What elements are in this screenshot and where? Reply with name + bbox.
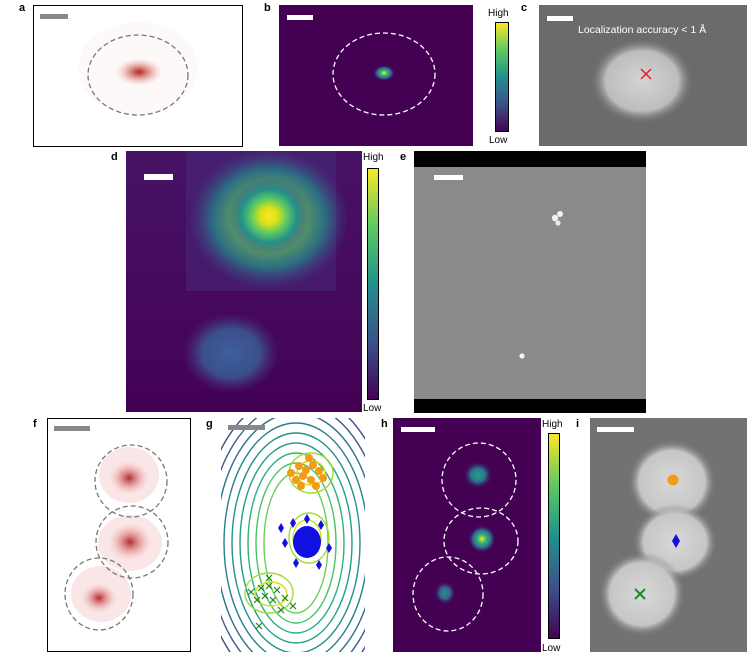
localization-accuracy-label: Localization accuracy < 1 Å bbox=[578, 24, 707, 36]
panel-e-em-overview bbox=[414, 151, 646, 413]
orange-circle-marker bbox=[667, 474, 679, 486]
panel-b-heatmap bbox=[279, 5, 473, 146]
panel-label-h: h bbox=[381, 418, 388, 430]
scale-bar bbox=[40, 14, 68, 19]
dashed-outline-bottom bbox=[412, 556, 484, 632]
colorbar-h-high: High bbox=[542, 419, 563, 430]
green-cross-marker bbox=[634, 588, 646, 600]
scale-bar bbox=[228, 425, 265, 430]
colorbar-d bbox=[367, 168, 379, 400]
colorbar-d-low: Low bbox=[363, 403, 382, 414]
blue-diamond-marker bbox=[672, 534, 680, 548]
dashed-outline bbox=[332, 32, 436, 116]
panel-label-i: i bbox=[576, 418, 580, 430]
panel-i-em-image bbox=[590, 418, 747, 652]
green-markers bbox=[247, 574, 297, 630]
panel-g-contour-plot bbox=[221, 418, 365, 652]
scale-bar bbox=[287, 15, 313, 20]
particle-cluster bbox=[551, 211, 563, 226]
panel-a-localization-plot bbox=[33, 5, 243, 147]
contour-lines bbox=[221, 418, 365, 652]
blue-markers bbox=[278, 514, 332, 570]
panel-label-e: e bbox=[400, 151, 407, 163]
bright-spot bbox=[229, 178, 309, 254]
dashed-outline bbox=[87, 34, 189, 116]
orange-markers bbox=[287, 454, 327, 490]
colorbar-b-low: Low bbox=[489, 135, 508, 146]
panel-d-heatmap bbox=[126, 151, 362, 412]
panel-c-em-image bbox=[539, 5, 747, 146]
panel-f-localization-plot bbox=[47, 418, 191, 652]
scale-bar bbox=[401, 427, 435, 432]
localization-cluster-top bbox=[109, 461, 149, 495]
scale-bar bbox=[54, 426, 90, 431]
dashed-outline-top bbox=[441, 442, 517, 518]
particle-bottom bbox=[599, 552, 685, 636]
localization-cluster-middle bbox=[108, 523, 152, 561]
spot-top bbox=[463, 461, 493, 489]
colorbar-b bbox=[495, 22, 509, 132]
panel-label-g: g bbox=[206, 418, 213, 430]
red-x-marker bbox=[640, 68, 652, 80]
dim-spot bbox=[183, 313, 279, 393]
particle bbox=[590, 38, 694, 124]
dashed-outline-top bbox=[94, 444, 168, 518]
panel-label-a: a bbox=[19, 2, 26, 14]
dashed-outline-middle bbox=[95, 505, 169, 579]
colorbar-h bbox=[548, 433, 560, 639]
single-particle bbox=[519, 353, 525, 359]
panel-label-c: c bbox=[521, 2, 528, 14]
scale-bar bbox=[597, 427, 634, 432]
panel-h-heatmap bbox=[393, 418, 541, 652]
colorbar-h-low: Low bbox=[542, 643, 561, 654]
colorbar-d-high: High bbox=[363, 152, 384, 163]
localization-cluster bbox=[115, 58, 163, 86]
scale-bar bbox=[144, 174, 173, 180]
spot-middle bbox=[468, 525, 496, 553]
dashed-outline-middle bbox=[443, 507, 519, 575]
panel-label-f: f bbox=[33, 418, 37, 430]
localization-cluster-bottom bbox=[81, 583, 117, 613]
intensity-spot bbox=[373, 65, 395, 81]
panel-label-b: b bbox=[264, 2, 271, 14]
scale-bar bbox=[547, 16, 573, 21]
dashed-outline-bottom bbox=[64, 557, 134, 631]
colorbar-b-high: High bbox=[488, 8, 509, 19]
spot-bottom bbox=[434, 581, 456, 605]
panel-label-d: d bbox=[111, 151, 118, 163]
scale-bar bbox=[434, 175, 463, 180]
